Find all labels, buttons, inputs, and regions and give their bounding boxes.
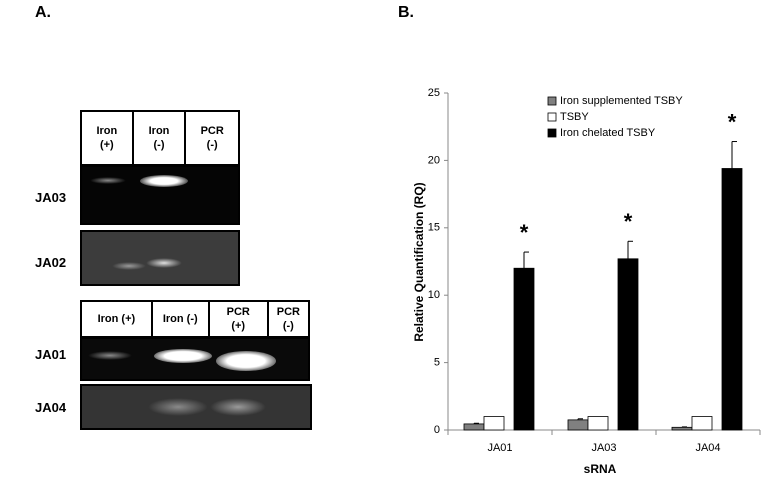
lane-label: PCR (-): [276, 306, 300, 332]
y-tick-label: 0: [434, 424, 440, 436]
gel-label: JA03: [35, 190, 67, 205]
y-tick-label: 20: [428, 154, 440, 166]
lane-label: Iron (+): [82, 112, 134, 164]
y-tick-label: 5: [434, 357, 440, 369]
y-tick-label: 10: [428, 289, 440, 301]
panel-label: A.: [35, 4, 51, 21]
lane-label: PCR (+): [210, 302, 269, 336]
bar: [483, 416, 505, 431]
y-tick-label: 25: [428, 87, 440, 99]
lane-label: Iron (-): [134, 112, 187, 164]
lane-label: Iron (-): [153, 302, 210, 336]
panel-label: B.: [398, 4, 414, 21]
bar: [567, 419, 589, 431]
lane-label: Iron (+): [82, 302, 153, 336]
bar: [721, 168, 743, 431]
gel-label: JA01: [35, 347, 67, 362]
legend-label: Iron supplemented TSBY: [560, 95, 683, 107]
x-tick-label: JA03: [591, 442, 616, 454]
y-axis-label: Relative Quantification (RQ): [412, 182, 426, 341]
bar: [617, 258, 639, 431]
legend-swatch: [547, 128, 557, 138]
x-tick-label: JA01: [487, 442, 512, 454]
legend-label: Iron chelated TSBY: [560, 127, 656, 139]
y-tick-label: 15: [428, 222, 440, 234]
bar: [691, 416, 713, 431]
bar: [671, 426, 693, 431]
gel-label: JA02: [35, 255, 67, 270]
gel-label: JA04: [35, 400, 67, 415]
lane-header: Iron (+) Iron (-) PCR (+) PCR (-): [80, 300, 310, 338]
x-axis-label: sRNA: [584, 462, 617, 476]
bar: [513, 267, 535, 431]
x-tick-label: JA04: [695, 442, 720, 454]
significance-mark: *: [728, 109, 737, 134]
lane-label: PCR (-): [200, 125, 224, 151]
legend-swatch: [547, 112, 557, 122]
gel: [80, 337, 310, 381]
gel: [80, 230, 240, 286]
significance-mark: *: [520, 220, 529, 245]
gel: [80, 384, 312, 430]
bar: [463, 423, 485, 431]
significance-mark: *: [624, 209, 633, 234]
legend-swatch: [547, 96, 557, 106]
bar: [587, 416, 609, 431]
gel: [80, 165, 240, 225]
legend-label: TSBY: [560, 111, 589, 123]
